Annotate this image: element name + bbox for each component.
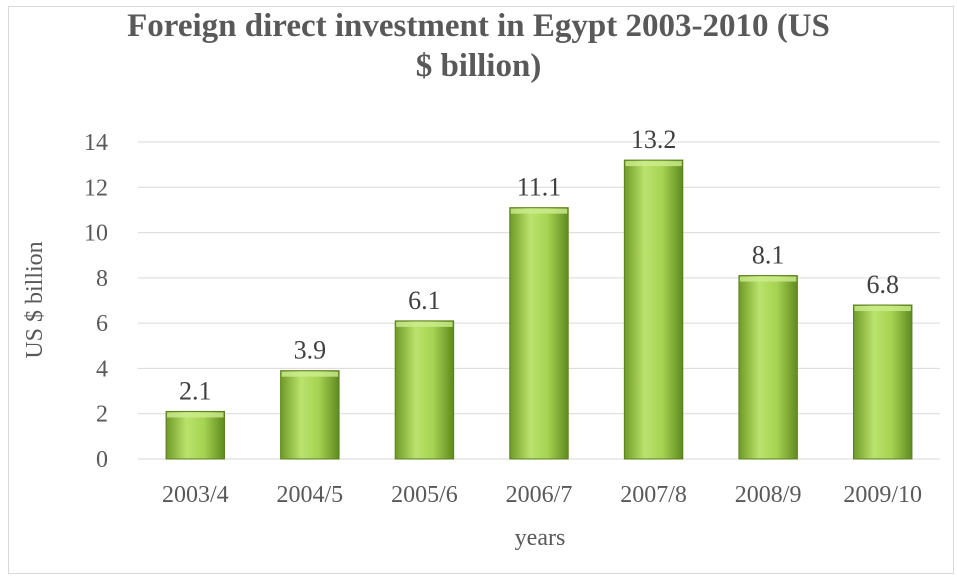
x-tick-label: 2007/8 [620,482,687,508]
chart-title: Foreign direct investment in Egypt 2003-… [0,6,957,86]
bar [509,207,569,460]
y-axis-ticks: 0 2 4 6 8 10 12 14 [84,130,108,473]
bar [738,275,798,460]
data-label: 2.1 [179,376,212,405]
data-label: 8.1 [752,241,785,270]
x-tick-label: 2005/6 [391,482,458,508]
data-label: 6.8 [866,270,899,299]
data-label: 13.2 [631,125,677,154]
data-label: 6.1 [408,286,441,315]
x-tick-label: 2009/10 [843,482,922,508]
x-tick-label: 2006/7 [506,482,573,508]
x-tick-label: 2008/9 [735,482,802,508]
y-tick-label: 12 [84,175,108,201]
data-label: 11.1 [517,173,562,202]
bar-highlight [625,161,682,167]
bars [165,159,913,460]
y-tick-label: 0 [96,447,108,473]
bar [852,304,913,460]
bar-highlight [854,306,911,312]
y-tick-label: 4 [96,356,108,382]
bar-highlight [739,276,797,282]
bar-highlight [510,208,568,214]
bar-highlight [167,412,224,418]
bar [165,410,226,460]
bar-highlight [396,321,453,327]
y-tick-label: 14 [84,130,108,156]
bar [394,320,455,460]
y-tick-label: 10 [84,221,108,247]
chart-title-line-2: $ billion) [415,48,542,84]
y-tick-label: 6 [96,311,108,337]
y-tick-label: 2 [96,402,108,428]
bar [623,159,684,460]
data-labels: 2.1 3.9 6.1 11.1 13.2 8.1 6.8 [179,125,899,405]
y-axis-label: US $ billion [22,241,48,358]
x-axis-ticks: 2003/4 2004/5 2005/6 2006/7 2007/8 2008/9 2009… [162,482,922,508]
chart-title-line-1: Foreign direct investment in Egypt 2003-… [127,8,830,44]
y-tick-label: 8 [96,266,108,292]
x-tick-label: 2003/4 [162,482,229,508]
x-axis-label: years [515,525,566,551]
bar-highlight [281,371,339,377]
data-label: 3.9 [294,336,327,365]
bar [280,370,340,460]
x-tick-label: 2004/5 [277,482,344,508]
